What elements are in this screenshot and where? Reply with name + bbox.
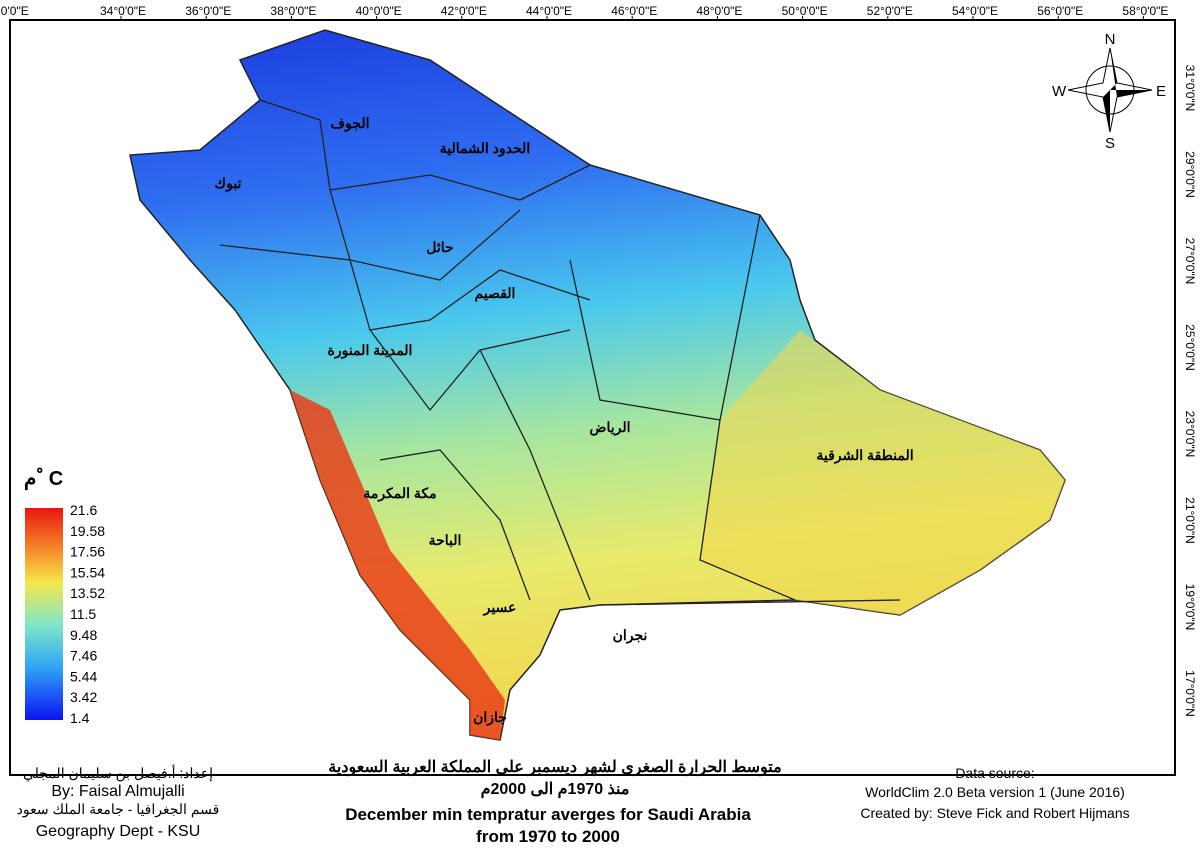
border	[599, 599, 901, 606]
title-ar-2: منذ 1970م الى 2000م	[481, 781, 630, 799]
legend-title: م ْ C	[24, 467, 63, 491]
credit-left: إعداد: أ.فيصل بن سليمان المجلي	[23, 763, 213, 782]
longitude-label: 38°0'0"E	[270, 4, 316, 18]
latitude-label: 23°0'0"N	[1183, 411, 1197, 458]
legend-colorbar	[25, 508, 63, 720]
border	[259, 99, 591, 201]
region-label: حائل	[426, 239, 453, 255]
latitude-label: 27°0'0"N	[1183, 238, 1197, 285]
longitude-label: 42°0'0"E	[441, 4, 487, 18]
region-label: تبوك	[215, 175, 242, 192]
compass-w: W	[1052, 83, 1067, 100]
longitude-label: 58°0'0"E	[1122, 4, 1168, 18]
eastern-warm-zone	[700, 330, 1065, 615]
compass-n: N	[1105, 31, 1116, 48]
latitude-label: 31°0'0"N	[1183, 65, 1197, 112]
legend-tick-label: 19.58	[70, 523, 105, 539]
region-label: جازان	[473, 709, 507, 726]
longitude-label: °0'0"E	[0, 4, 29, 18]
compass-rose-shade	[1103, 48, 1152, 132]
credit-right: Created by: Steve Fick and Robert Hijman…	[860, 805, 1129, 821]
legend-tick-label: 17.56	[70, 544, 105, 560]
border	[219, 244, 591, 331]
legend-tick-label: 9.48	[70, 627, 97, 643]
border	[329, 189, 521, 281]
longitude-label: 34°0'0"E	[100, 4, 146, 18]
title-ar-1: متوسط الحرارة الصغرى لشهر ديسمبر على الم…	[328, 759, 781, 777]
border	[369, 329, 571, 412]
region-label: عسير	[483, 599, 517, 616]
region-borders	[219, 99, 901, 606]
latitude-label: 21°0'0"N	[1183, 497, 1197, 544]
longitude-label: 36°0'0"E	[185, 4, 231, 18]
longitude-label: 50°0'0"E	[782, 4, 828, 18]
border	[479, 349, 591, 601]
title-en-2: from 1970 to 2000	[476, 827, 620, 846]
region-label: نجران	[613, 627, 648, 644]
border	[699, 419, 796, 601]
legend-tick-label: 1.4	[70, 710, 90, 726]
region-label: الباحة	[429, 532, 462, 548]
region-label: المنطقة الشرقية	[816, 447, 913, 464]
longitude-label: 52°0'0"E	[867, 4, 913, 18]
region-label: الرياض	[590, 419, 631, 436]
compass-ring	[1085, 65, 1135, 115]
latitude-label: 25°0'0"N	[1183, 324, 1197, 371]
region-label: مكة المكرمة	[363, 485, 436, 502]
latitude-label: 17°0'0"N	[1183, 670, 1197, 717]
credit-left: Geography Dept - KSU	[36, 823, 201, 840]
latitude-label: 29°0'0"N	[1183, 151, 1197, 198]
region-label: الجوف	[331, 115, 370, 132]
credit-right: WorldClim 2.0 Beta version 1 (June 2016)	[865, 784, 1125, 800]
longitude-label: 48°0'0"E	[696, 4, 742, 18]
title-en-1: December min tempratur averges for Saudi…	[345, 805, 751, 824]
longitude-label: 54°0'0"E	[952, 4, 998, 18]
longitude-label: 44°0'0"E	[526, 4, 572, 18]
compass: N E S W	[1052, 31, 1166, 152]
legend-tick-label: 11.5	[70, 606, 96, 622]
credit-left: By: Faisal Almujalli	[51, 783, 184, 800]
coastal-warm-zone	[290, 390, 505, 740]
legend-tick-label: 7.46	[70, 648, 97, 664]
legend-tick-label: 15.54	[70, 564, 105, 580]
legend-tick-label: 21.6	[70, 502, 97, 518]
longitude-label: 40°0'0"E	[356, 4, 402, 18]
border	[379, 449, 531, 601]
longitude-label: 46°0'0"E	[611, 4, 657, 18]
compass-e: E	[1156, 83, 1166, 100]
compass-s: S	[1105, 135, 1115, 152]
legend-tick-label: 13.52	[70, 585, 105, 601]
region-label: الحدود الشمالية	[440, 140, 530, 157]
region-label: المدينة المنورة	[328, 342, 413, 359]
border	[569, 214, 761, 421]
region-label: القصيم	[475, 285, 516, 302]
longitude-label: 56°0'0"E	[1037, 4, 1083, 18]
latitude-label: 19°0'0"N	[1183, 584, 1197, 631]
credit-left: قسم الجغرافيا - جامعة الملك سعود	[17, 801, 220, 818]
legend-tick-label: 5.44	[70, 668, 97, 684]
legend-tick-label: 3.42	[70, 689, 97, 705]
credit-right: Data source:	[955, 765, 1034, 781]
